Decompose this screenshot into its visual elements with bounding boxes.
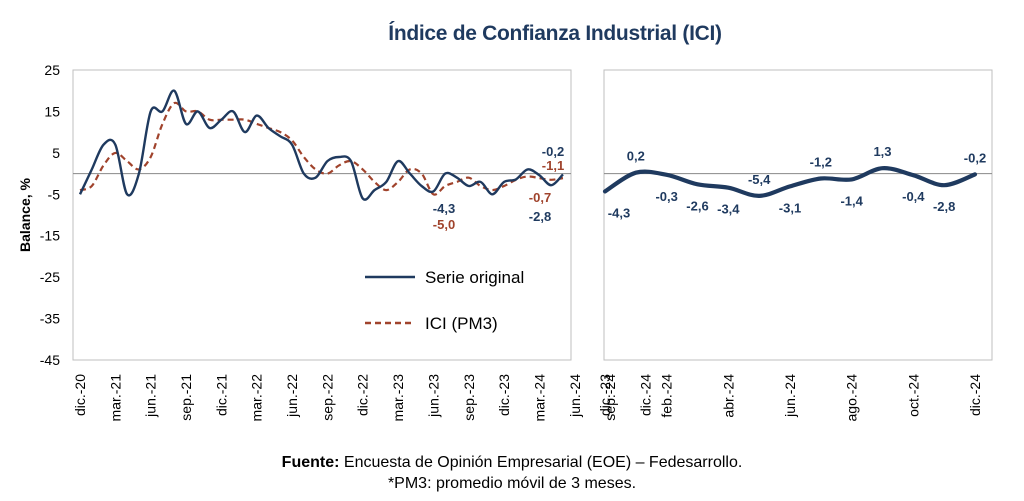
series-line-original-recent	[602, 166, 978, 199]
data-label: -0,4	[902, 189, 925, 204]
x-tick-label: jun.-24	[567, 374, 583, 418]
x-tick-label: mar.-22	[249, 374, 265, 422]
y-axis-title: Balance, %	[17, 177, 33, 251]
data-label: -1,4	[840, 193, 863, 208]
data-label: -2,6	[686, 198, 708, 213]
y-tick-label: 15	[44, 103, 60, 119]
series-line-pm3	[79, 101, 564, 196]
x-tick-label: dic.-24	[637, 374, 653, 416]
x-tick-label: sep.-22	[319, 374, 335, 421]
footer-source-text: Encuesta de Opinión Empresarial (EOE) – …	[339, 454, 743, 471]
data-label: -5,0	[433, 217, 455, 232]
data-label: -2,8	[933, 199, 955, 214]
data-label: -0,2	[964, 150, 986, 165]
x-tick-label: jun.-21	[143, 374, 159, 418]
data-label: -4,3	[608, 205, 630, 220]
y-tick-label: -35	[40, 311, 60, 327]
x-tick-label: sep.-23	[461, 374, 477, 421]
x-tick-label: mar.-24	[531, 374, 547, 422]
x-tick-label: feb.-24	[659, 374, 675, 418]
y-tick-label: -5	[48, 186, 61, 202]
data-label: -4,3	[433, 201, 455, 216]
data-label: -3,1	[779, 200, 801, 215]
y-tick-label: 25	[44, 62, 60, 78]
right-plot-frame	[603, 69, 993, 361]
data-label: -3,4	[717, 202, 740, 217]
footer-source-label: Fuente:	[281, 454, 340, 471]
x-tick-label: mar.-21	[107, 374, 123, 422]
x-tick-label: dic.-22	[355, 374, 371, 416]
left-plot-frame	[72, 69, 572, 361]
data-label: -0,3	[655, 189, 677, 204]
x-tick-label: sep.-24	[602, 374, 618, 421]
data-label: -2,8	[529, 209, 551, 224]
series-line-original	[78, 89, 564, 201]
data-label: 1,3	[873, 144, 891, 159]
y-tick-label: -15	[40, 228, 60, 244]
legend-label-original: Serie original	[425, 268, 524, 287]
y-tick-label: 5	[52, 145, 60, 161]
footer-note: *PM3: promedio móvil de 3 meses.	[387, 475, 637, 492]
footer-source: Fuente: Encuesta de Opinión Empresarial …	[0, 454, 1024, 472]
x-tick-label: jun.-22	[284, 374, 300, 418]
x-tick-label: dic.-20	[72, 374, 88, 416]
x-tick-label: dic.-23	[496, 374, 512, 416]
x-tick-label: jun.-24	[782, 374, 798, 418]
data-label: -1,2	[810, 155, 832, 170]
x-tick-label: mar.-23	[390, 374, 406, 422]
data-label: 0,2	[627, 149, 645, 164]
x-tick-label: abr.-24	[720, 374, 736, 418]
y-tick-label: -25	[40, 269, 60, 285]
y-tick-label: -45	[40, 352, 60, 368]
x-tick-label: dic.-24	[967, 374, 983, 416]
data-label: -0,7	[529, 190, 551, 205]
x-tick-label: jun.-23	[425, 374, 441, 418]
x-tick-label: dic.-21	[213, 374, 229, 416]
x-tick-label: sep.-21	[178, 374, 194, 421]
legend-label-pm3: ICI (PM3)	[425, 314, 498, 333]
data-label: -1,1	[542, 158, 564, 173]
data-label: -0,2	[542, 144, 564, 159]
x-tick-label: oct.-24	[905, 374, 921, 417]
x-tick-label: dic.-23	[597, 374, 613, 416]
chart-title: Índice de Confianza Industrial (ICI)	[388, 22, 722, 45]
data-label: -5,4	[748, 172, 771, 187]
x-tick-label: ago.-24	[844, 374, 860, 422]
